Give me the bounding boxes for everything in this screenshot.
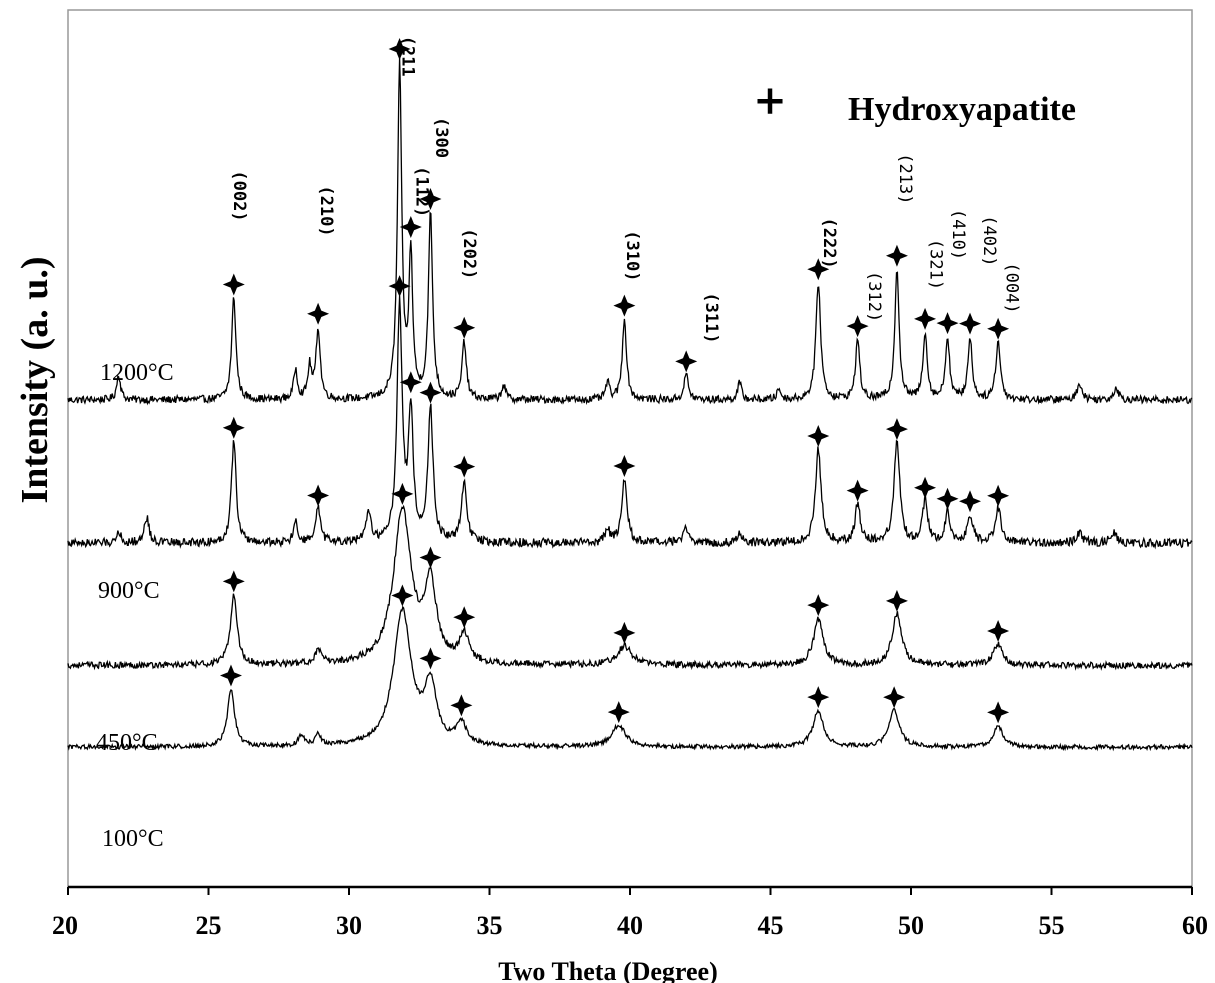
peak-marker — [885, 589, 908, 612]
hkl-annotation: (300 — [431, 117, 451, 158]
peak-marker — [613, 294, 636, 317]
series-line — [67, 57, 1193, 406]
hkl-annotation: (004) — [1002, 262, 1022, 313]
peak-marker — [807, 686, 830, 709]
peak-marker — [987, 317, 1010, 340]
peak-marker — [959, 490, 982, 513]
peak-marker — [987, 484, 1010, 507]
peak-marker — [453, 455, 476, 478]
traces-layer — [67, 57, 1193, 752]
temperature-label: 1200°C — [100, 360, 174, 386]
series-line — [67, 605, 1193, 752]
peak-marker — [613, 621, 636, 644]
peak-marker — [914, 307, 937, 330]
x-tick-label: 30 — [336, 911, 362, 940]
peak-marker — [885, 418, 908, 441]
peak-marker — [307, 302, 330, 325]
hkl-annotation: (410) — [948, 209, 968, 260]
peak-marker — [391, 584, 414, 607]
peak-marker — [222, 416, 245, 439]
temperature-label: 100°C — [102, 826, 164, 852]
series-line — [67, 295, 1193, 550]
legend-label: Hydroxyapatite — [848, 91, 1076, 128]
peak-marker — [807, 425, 830, 448]
x-tick-label: 45 — [758, 911, 784, 940]
peak-marker — [846, 479, 869, 502]
peak-marker — [613, 454, 636, 477]
hkl-annotation: (222) — [819, 218, 839, 269]
peak-marker — [987, 620, 1010, 643]
series-line — [67, 504, 1193, 671]
peak-marker — [419, 546, 442, 569]
peak-marker — [883, 686, 906, 709]
hkl-annotation: (202) — [459, 228, 479, 279]
hkl-annotation: (310) — [622, 230, 642, 281]
x-tick-label: 50 — [898, 911, 924, 940]
hkl-annotation: (402) — [979, 215, 999, 266]
markers-layer — [219, 37, 1010, 724]
hkl-annotation: (211 — [397, 36, 417, 77]
hkl-annotation: (002) — [229, 170, 249, 221]
peak-marker — [388, 37, 411, 60]
peak-marker — [399, 371, 422, 394]
x-ticks-layer: 20 25 30 35 40 45 50 55 60 — [52, 887, 1208, 940]
peak-marker — [419, 188, 442, 211]
peak-marker — [807, 594, 830, 617]
hkl-annotation: (210) — [316, 185, 336, 236]
peak-marker — [885, 244, 908, 267]
temperature-label: 450°C — [96, 730, 158, 756]
peak-marker — [607, 701, 630, 724]
peak-marker — [219, 664, 242, 687]
peak-marker — [987, 701, 1010, 724]
hkl-annotation: (321) — [926, 239, 946, 290]
peak-marker — [388, 275, 411, 298]
x-tick-label: 25 — [196, 911, 222, 940]
hkl-annotation: (311) — [701, 292, 721, 343]
peak-marker — [222, 570, 245, 593]
peak-marker — [391, 482, 414, 505]
peak-marker — [914, 476, 937, 499]
peak-marker — [846, 315, 869, 338]
peak-marker — [399, 216, 422, 239]
peak-marker — [936, 487, 959, 510]
peak-marker — [959, 312, 982, 335]
peak-marker — [307, 484, 330, 507]
hkl-annotation: (213) — [895, 153, 915, 204]
x-tick-label: 55 — [1039, 911, 1065, 940]
hkl-annotation: (112) — [411, 166, 431, 217]
peak-marker — [222, 273, 245, 296]
x-tick-label: 35 — [477, 911, 503, 940]
temperature-label: 900°C — [98, 578, 160, 604]
x-tick-label: 40 — [617, 911, 643, 940]
peak-marker — [419, 381, 442, 404]
x-tick-label: 20 — [52, 911, 78, 940]
peak-marker — [419, 647, 442, 670]
x-axis-title: Two Theta (Degree) — [498, 957, 718, 983]
peak-marker — [936, 312, 959, 335]
hkl-annotation: (312) — [864, 271, 884, 322]
peak-marker — [453, 606, 476, 629]
legend-symbol: + — [753, 77, 787, 124]
peak-marker — [675, 350, 698, 373]
plot-frame — [67, 9, 1193, 888]
peak-marker — [807, 258, 830, 281]
y-axis-title: Intensity (a. u.) — [14, 256, 56, 503]
peak-marker — [453, 316, 476, 339]
temperature-labels-layer: 1200°C 900°C 450°C 100°C — [96, 360, 174, 852]
peak-marker — [450, 694, 473, 717]
hkl-annotations-layer: (002) (210) (211 (112)(300 (202) (310) (311) (2… — [229, 36, 1022, 344]
legend: + Hydroxyapatite — [753, 77, 1076, 128]
x-tick-label: 60 — [1182, 911, 1208, 940]
